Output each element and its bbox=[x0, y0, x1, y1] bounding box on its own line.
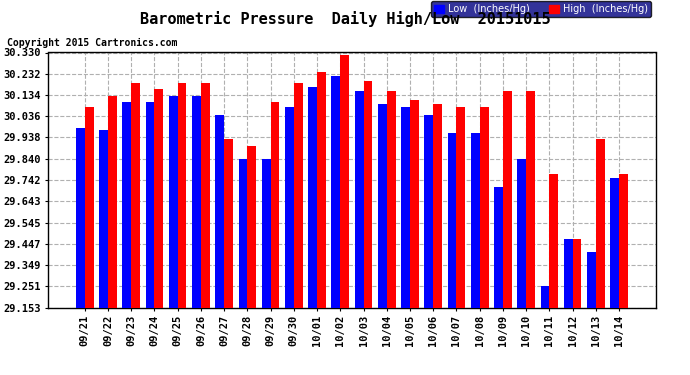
Bar bbox=[540, 286, 549, 308]
Bar bbox=[224, 139, 233, 308]
Bar bbox=[518, 159, 526, 308]
Bar bbox=[564, 239, 573, 308]
Bar bbox=[294, 83, 303, 308]
Bar bbox=[146, 102, 155, 308]
Bar bbox=[480, 106, 489, 308]
Bar bbox=[526, 92, 535, 308]
Bar bbox=[85, 106, 94, 308]
Bar bbox=[494, 187, 503, 308]
Bar bbox=[424, 116, 433, 308]
Bar bbox=[457, 106, 465, 308]
Bar bbox=[340, 55, 349, 308]
Bar bbox=[364, 81, 373, 308]
Bar bbox=[262, 159, 270, 308]
Bar bbox=[587, 252, 596, 308]
Text: Copyright 2015 Cartronics.com: Copyright 2015 Cartronics.com bbox=[7, 38, 177, 48]
Bar bbox=[247, 146, 256, 308]
Bar bbox=[215, 116, 224, 308]
Legend: Low  (Inches/Hg), High  (Inches/Hg): Low (Inches/Hg), High (Inches/Hg) bbox=[431, 1, 651, 17]
Text: Barometric Pressure  Daily High/Low  20151015: Barometric Pressure Daily High/Low 20151… bbox=[139, 11, 551, 27]
Bar bbox=[596, 139, 604, 308]
Bar bbox=[177, 83, 186, 308]
Bar bbox=[76, 128, 85, 308]
Bar bbox=[99, 130, 108, 308]
Bar bbox=[355, 92, 364, 308]
Bar bbox=[410, 100, 419, 308]
Bar bbox=[108, 96, 117, 308]
Bar bbox=[433, 105, 442, 308]
Bar bbox=[122, 102, 131, 308]
Bar bbox=[387, 92, 395, 308]
Bar bbox=[270, 102, 279, 308]
Bar bbox=[192, 96, 201, 308]
Bar bbox=[169, 96, 177, 308]
Bar bbox=[378, 105, 387, 308]
Bar bbox=[201, 83, 210, 308]
Bar bbox=[239, 159, 247, 308]
Bar bbox=[448, 133, 457, 308]
Bar bbox=[471, 133, 480, 308]
Bar bbox=[549, 174, 558, 308]
Bar bbox=[573, 239, 582, 308]
Bar bbox=[401, 106, 410, 308]
Bar bbox=[155, 89, 164, 308]
Bar bbox=[131, 83, 140, 308]
Bar bbox=[503, 92, 512, 308]
Bar bbox=[619, 174, 628, 308]
Bar bbox=[610, 178, 619, 308]
Bar bbox=[308, 87, 317, 308]
Bar bbox=[285, 106, 294, 308]
Bar bbox=[317, 72, 326, 308]
Bar bbox=[331, 76, 340, 308]
